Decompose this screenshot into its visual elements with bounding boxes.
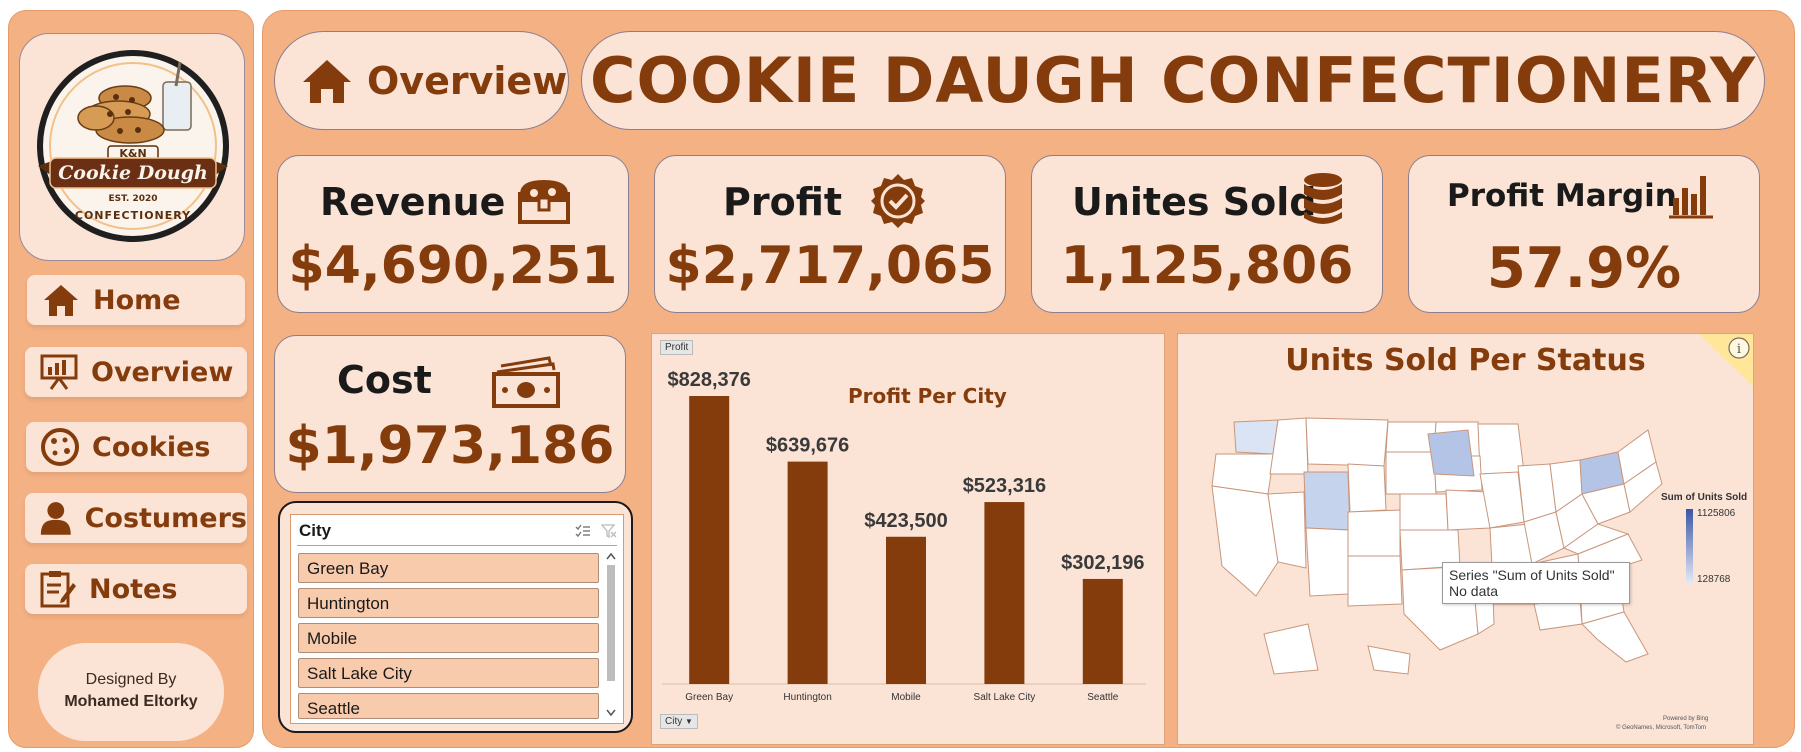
- nav-costumers-button[interactable]: Costumers: [25, 493, 247, 543]
- legend-max: 1125806: [1697, 508, 1736, 519]
- designer-name: Mohamed Eltorky: [64, 693, 198, 710]
- user-icon: [40, 502, 71, 535]
- svg-text:K&N: K&N: [119, 147, 146, 160]
- treasure-chest-icon: [518, 180, 570, 224]
- city-axis-label: City: [665, 716, 683, 727]
- map-credit-geonames: © GeoNames, Microsoft, TomTom: [1616, 725, 1706, 731]
- revenue-value: $4,690,251: [288, 236, 618, 296]
- svg-text:EST. 2020: EST. 2020: [108, 194, 157, 204]
- database-icon: [1304, 173, 1342, 224]
- slicer-divider: [297, 545, 617, 546]
- info-icon[interactable]: i: [1699, 334, 1753, 386]
- slicer-scrollbar[interactable]: [605, 551, 617, 719]
- city-slicer: City Green Bay Huntington Mobile Salt La…: [290, 514, 624, 724]
- nav-notes-label: Notes: [89, 573, 178, 605]
- verified-badge-icon: [871, 174, 925, 228]
- nav-cookies-label: Cookies: [92, 431, 211, 463]
- logo-container: K&N Cookie Dough EST. 2020 CONFECTIONERY: [19, 33, 245, 261]
- presentation-icon: [40, 354, 78, 390]
- slicer-item-salt-lake-city[interactable]: Salt Lake City: [298, 658, 599, 688]
- slicer-item-huntington[interactable]: Huntington: [298, 588, 599, 618]
- x-tick-label: Huntington: [783, 692, 831, 703]
- bar-huntington[interactable]: [787, 461, 828, 684]
- x-tick-label: Green Bay: [685, 692, 733, 703]
- bar-chart-icon: [1669, 176, 1713, 219]
- designer-credit: Designed By Mohamed Eltorky: [38, 643, 224, 741]
- bar-mobile[interactable]: [886, 536, 926, 684]
- bar-value-label: $423,500: [864, 510, 947, 532]
- cost-card: Cost $1,973,186: [274, 335, 626, 493]
- map-credit-bing: Powered by Bing: [1663, 716, 1709, 722]
- tooltip-value: No data: [1449, 583, 1499, 599]
- designed-by-label: Designed By: [85, 671, 177, 688]
- legend-title: Sum of Units Sold: [1661, 492, 1748, 503]
- nav-costumers-label: Costumers: [84, 502, 247, 534]
- city-slicer-container: City Green Bay Huntington Mobile Salt La…: [278, 501, 633, 733]
- nav-cookies-button[interactable]: Cookies: [26, 422, 247, 472]
- units-sold-card: Unites Sold 1,125,806: [1031, 155, 1383, 313]
- legend-gradient: [1686, 509, 1693, 583]
- x-tick-label: Mobile: [891, 692, 921, 703]
- slicer-item-seattle[interactable]: Seattle: [298, 693, 599, 719]
- bar-salt-lake-city[interactable]: [984, 502, 1025, 684]
- bar-value-label: $523,316: [963, 475, 1046, 497]
- nav-overview-label: Overview: [91, 356, 234, 388]
- overview-page-label: Overview: [367, 58, 568, 103]
- x-tick-label: Salt Lake City: [974, 692, 1036, 703]
- nav-home-button[interactable]: Home: [27, 275, 245, 325]
- cost-label: Cost: [337, 358, 432, 402]
- slicer-item-mobile[interactable]: Mobile: [298, 623, 599, 653]
- notes-icon: [40, 571, 76, 608]
- sidebar: K&N Cookie Dough EST. 2020 CONFECTIONERY…: [8, 10, 254, 748]
- bar-seattle[interactable]: [1082, 578, 1123, 684]
- multi-select-icon[interactable]: [575, 524, 591, 538]
- chart-title: Profit Per City: [848, 384, 1007, 408]
- map-tooltip: Series "Sum of Units Sold" No data: [1442, 562, 1630, 604]
- us-states-map[interactable]: [1178, 334, 1755, 746]
- nav-overview-button[interactable]: Overview: [25, 347, 247, 397]
- page-title: COOKIE DAUGH CONFECTIONERY: [581, 31, 1765, 130]
- profit-field-button[interactable]: Profit: [660, 340, 694, 355]
- profit-per-city-chart: Profit Profit Per City $828,376 Green Bay…: [651, 333, 1165, 745]
- profit-margin-label: Profit Margin: [1447, 178, 1677, 214]
- nav-home-label: Home: [93, 284, 181, 316]
- cookie-icon: [41, 428, 79, 466]
- home-icon: [303, 59, 351, 103]
- units-sold-value: 1,125,806: [1060, 236, 1354, 296]
- svg-text:Cookie Dough: Cookie Dough: [58, 162, 208, 184]
- bar-value-label: $828,376: [667, 369, 750, 391]
- revenue-label: Revenue: [320, 180, 506, 224]
- nav-notes-button[interactable]: Notes: [25, 564, 247, 614]
- profit-margin-value: 57.9%: [1486, 236, 1682, 301]
- bar-chart-plot: $828,376 Green Bay $639,676 Huntington $423,…: [662, 369, 1146, 703]
- units-sold-label: Unites Sold: [1072, 180, 1317, 224]
- profit-card: Profit $2,717,065: [654, 155, 1006, 313]
- chevron-down-icon: ▼: [685, 717, 693, 726]
- city-axis-button[interactable]: City ▼: [660, 714, 698, 729]
- svg-text:CONFECTIONERY: CONFECTIONERY: [75, 209, 191, 222]
- cost-value: $1,973,186: [285, 416, 615, 476]
- profit-margin-card: Profit Margin 57.9%: [1408, 155, 1760, 313]
- bar-value-label: $302,196: [1061, 552, 1144, 574]
- tooltip-series: Series "Sum of Units Sold": [1449, 567, 1615, 583]
- overview-page-tab[interactable]: Overview: [274, 31, 569, 130]
- clear-filter-icon[interactable]: [601, 524, 617, 538]
- cash-icon: [492, 356, 560, 408]
- profit-value: $2,717,065: [665, 236, 995, 296]
- home-icon: [44, 285, 78, 316]
- legend-min: 128768: [1697, 574, 1731, 585]
- x-tick-label: Seattle: [1087, 692, 1119, 703]
- brand-logo: K&N Cookie Dough EST. 2020 CONFECTIONERY: [37, 50, 229, 242]
- profit-label: Profit: [723, 180, 843, 224]
- slicer-item-green-bay[interactable]: Green Bay: [298, 553, 599, 583]
- map-title: Units Sold Per Status: [1285, 343, 1646, 378]
- revenue-card: Revenue $4,690,251: [277, 155, 629, 313]
- main-panel: Overview COOKIE DAUGH CONFECTIONERY Reve…: [262, 10, 1795, 748]
- slicer-title: City: [299, 521, 332, 540]
- bar-value-label: $639,676: [766, 435, 849, 457]
- units-sold-map: Units Sold Per Status i: [1177, 333, 1754, 745]
- bar-green-bay[interactable]: [689, 396, 730, 684]
- svg-text:i: i: [1737, 342, 1741, 357]
